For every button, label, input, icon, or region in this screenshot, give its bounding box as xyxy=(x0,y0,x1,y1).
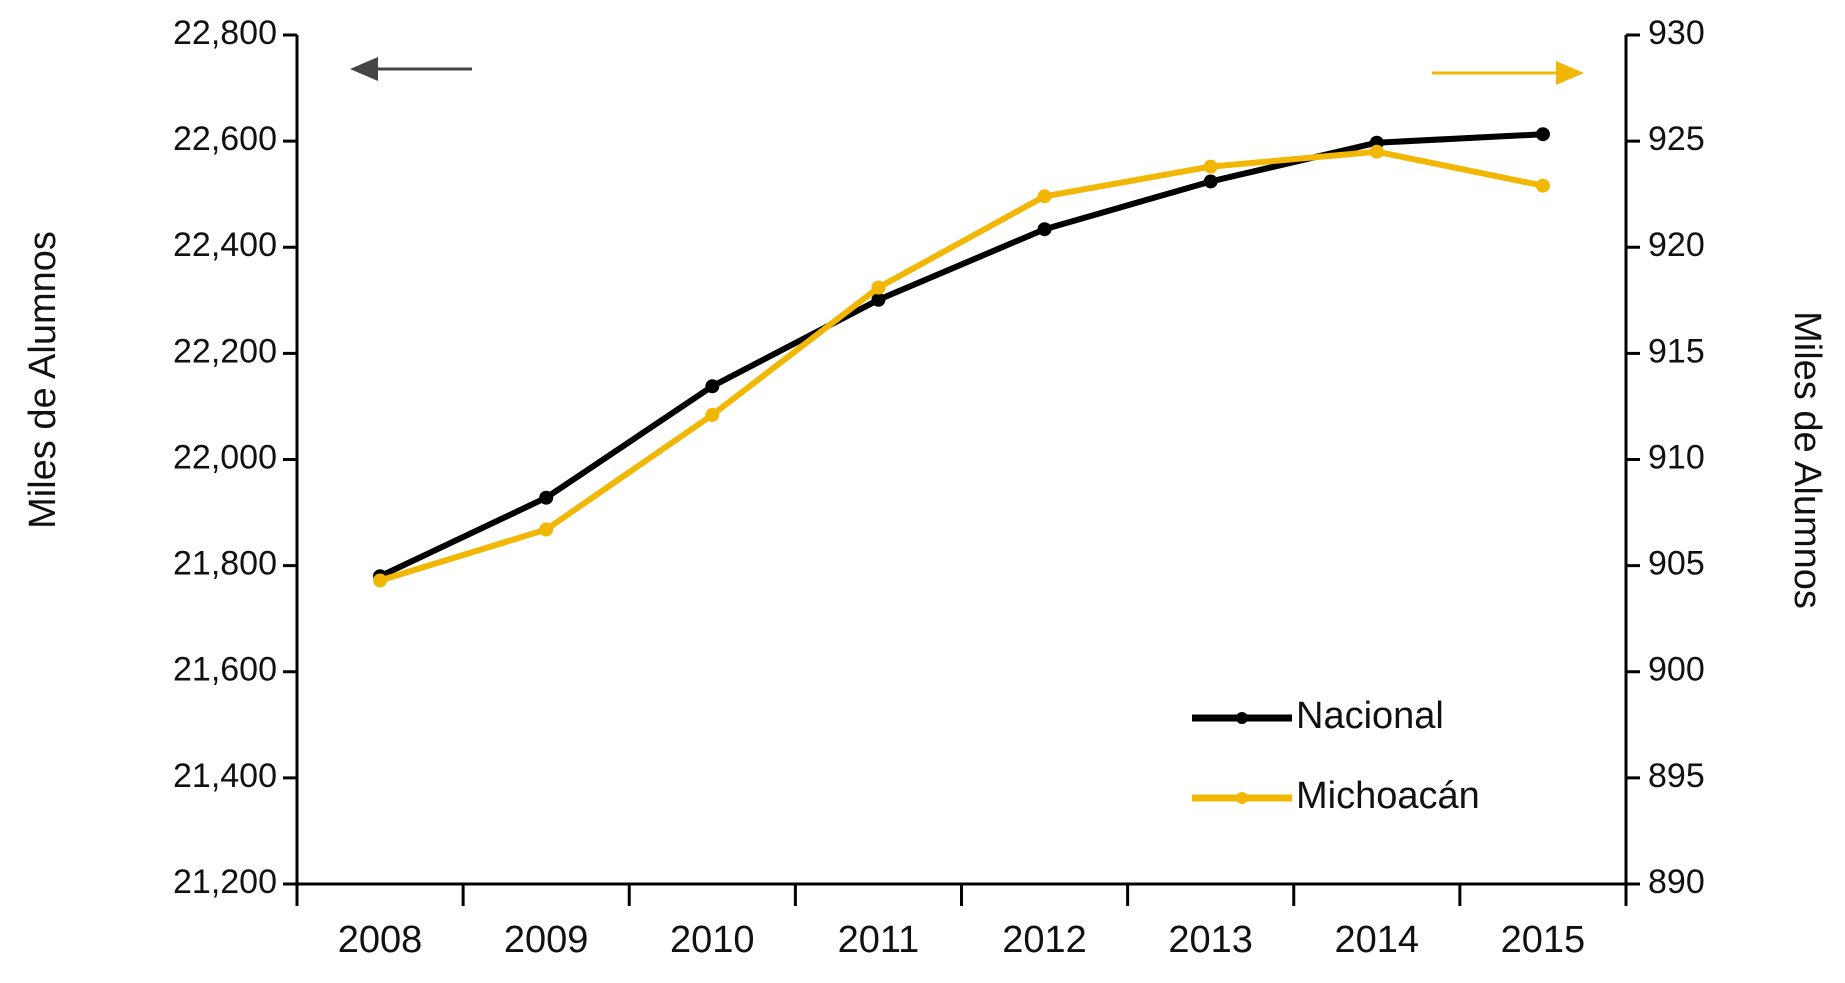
y2-tick-label: 920 xyxy=(1648,226,1705,264)
legend-marker xyxy=(1236,792,1248,804)
marker xyxy=(539,490,554,505)
marker xyxy=(871,280,886,295)
y2-tick-label: 910 xyxy=(1648,438,1705,476)
y-tick-label: 21,400 xyxy=(173,757,277,795)
x-tick-label: 2013 xyxy=(1168,919,1253,961)
marker xyxy=(1037,222,1052,237)
series-line xyxy=(378,131,1544,579)
y2-tick-label: 895 xyxy=(1648,757,1705,795)
left-arrow xyxy=(350,57,472,81)
marker xyxy=(1203,159,1218,174)
y2-tick-label: 925 xyxy=(1648,120,1705,158)
legend-label: Nacional xyxy=(1296,695,1444,737)
y-axis-label: Miles de Alumnos xyxy=(22,231,64,529)
y-tick-label: 21,600 xyxy=(173,651,277,689)
x-tick-label: 2015 xyxy=(1501,919,1586,961)
marker xyxy=(871,292,886,307)
marker xyxy=(1535,178,1550,193)
legend-marker xyxy=(1236,712,1248,724)
x-tick-label: 2010 xyxy=(670,919,755,961)
x-tick-label: 2011 xyxy=(838,919,920,961)
x-tick-label: 2009 xyxy=(504,919,589,961)
marker xyxy=(1535,127,1550,142)
y-tick-label: 22,800 xyxy=(173,14,277,52)
marker xyxy=(705,379,720,394)
y-tick-label: 22,400 xyxy=(173,226,277,264)
y-tick-label: 22,200 xyxy=(173,332,277,370)
y-tick-label: 21,800 xyxy=(173,545,277,583)
y2-tick-label: 900 xyxy=(1648,651,1705,689)
marker xyxy=(1203,174,1218,189)
y2-tick-label: 930 xyxy=(1648,14,1705,52)
legend-label: Michoacán xyxy=(1296,775,1480,817)
x-tick-label: 2008 xyxy=(338,919,423,961)
marker xyxy=(373,573,388,588)
right-arrow xyxy=(1432,61,1584,85)
y2-tick-label: 915 xyxy=(1648,332,1705,370)
y-tick-label: 22,600 xyxy=(173,120,277,158)
marker xyxy=(1037,189,1052,204)
series-line xyxy=(379,148,1544,584)
y-tick-label: 22,000 xyxy=(173,438,277,476)
y2-tick-label: 890 xyxy=(1648,863,1705,901)
marker xyxy=(705,407,720,422)
marker xyxy=(1369,144,1384,159)
y2-tick-label: 905 xyxy=(1648,545,1705,583)
x-tick-label: 2014 xyxy=(1335,919,1420,961)
y-tick-label: 21,200 xyxy=(173,863,277,901)
y2-axis-label: Miles de Alumnos xyxy=(1786,311,1828,609)
marker xyxy=(539,522,554,537)
x-tick-label: 2012 xyxy=(1002,919,1087,961)
